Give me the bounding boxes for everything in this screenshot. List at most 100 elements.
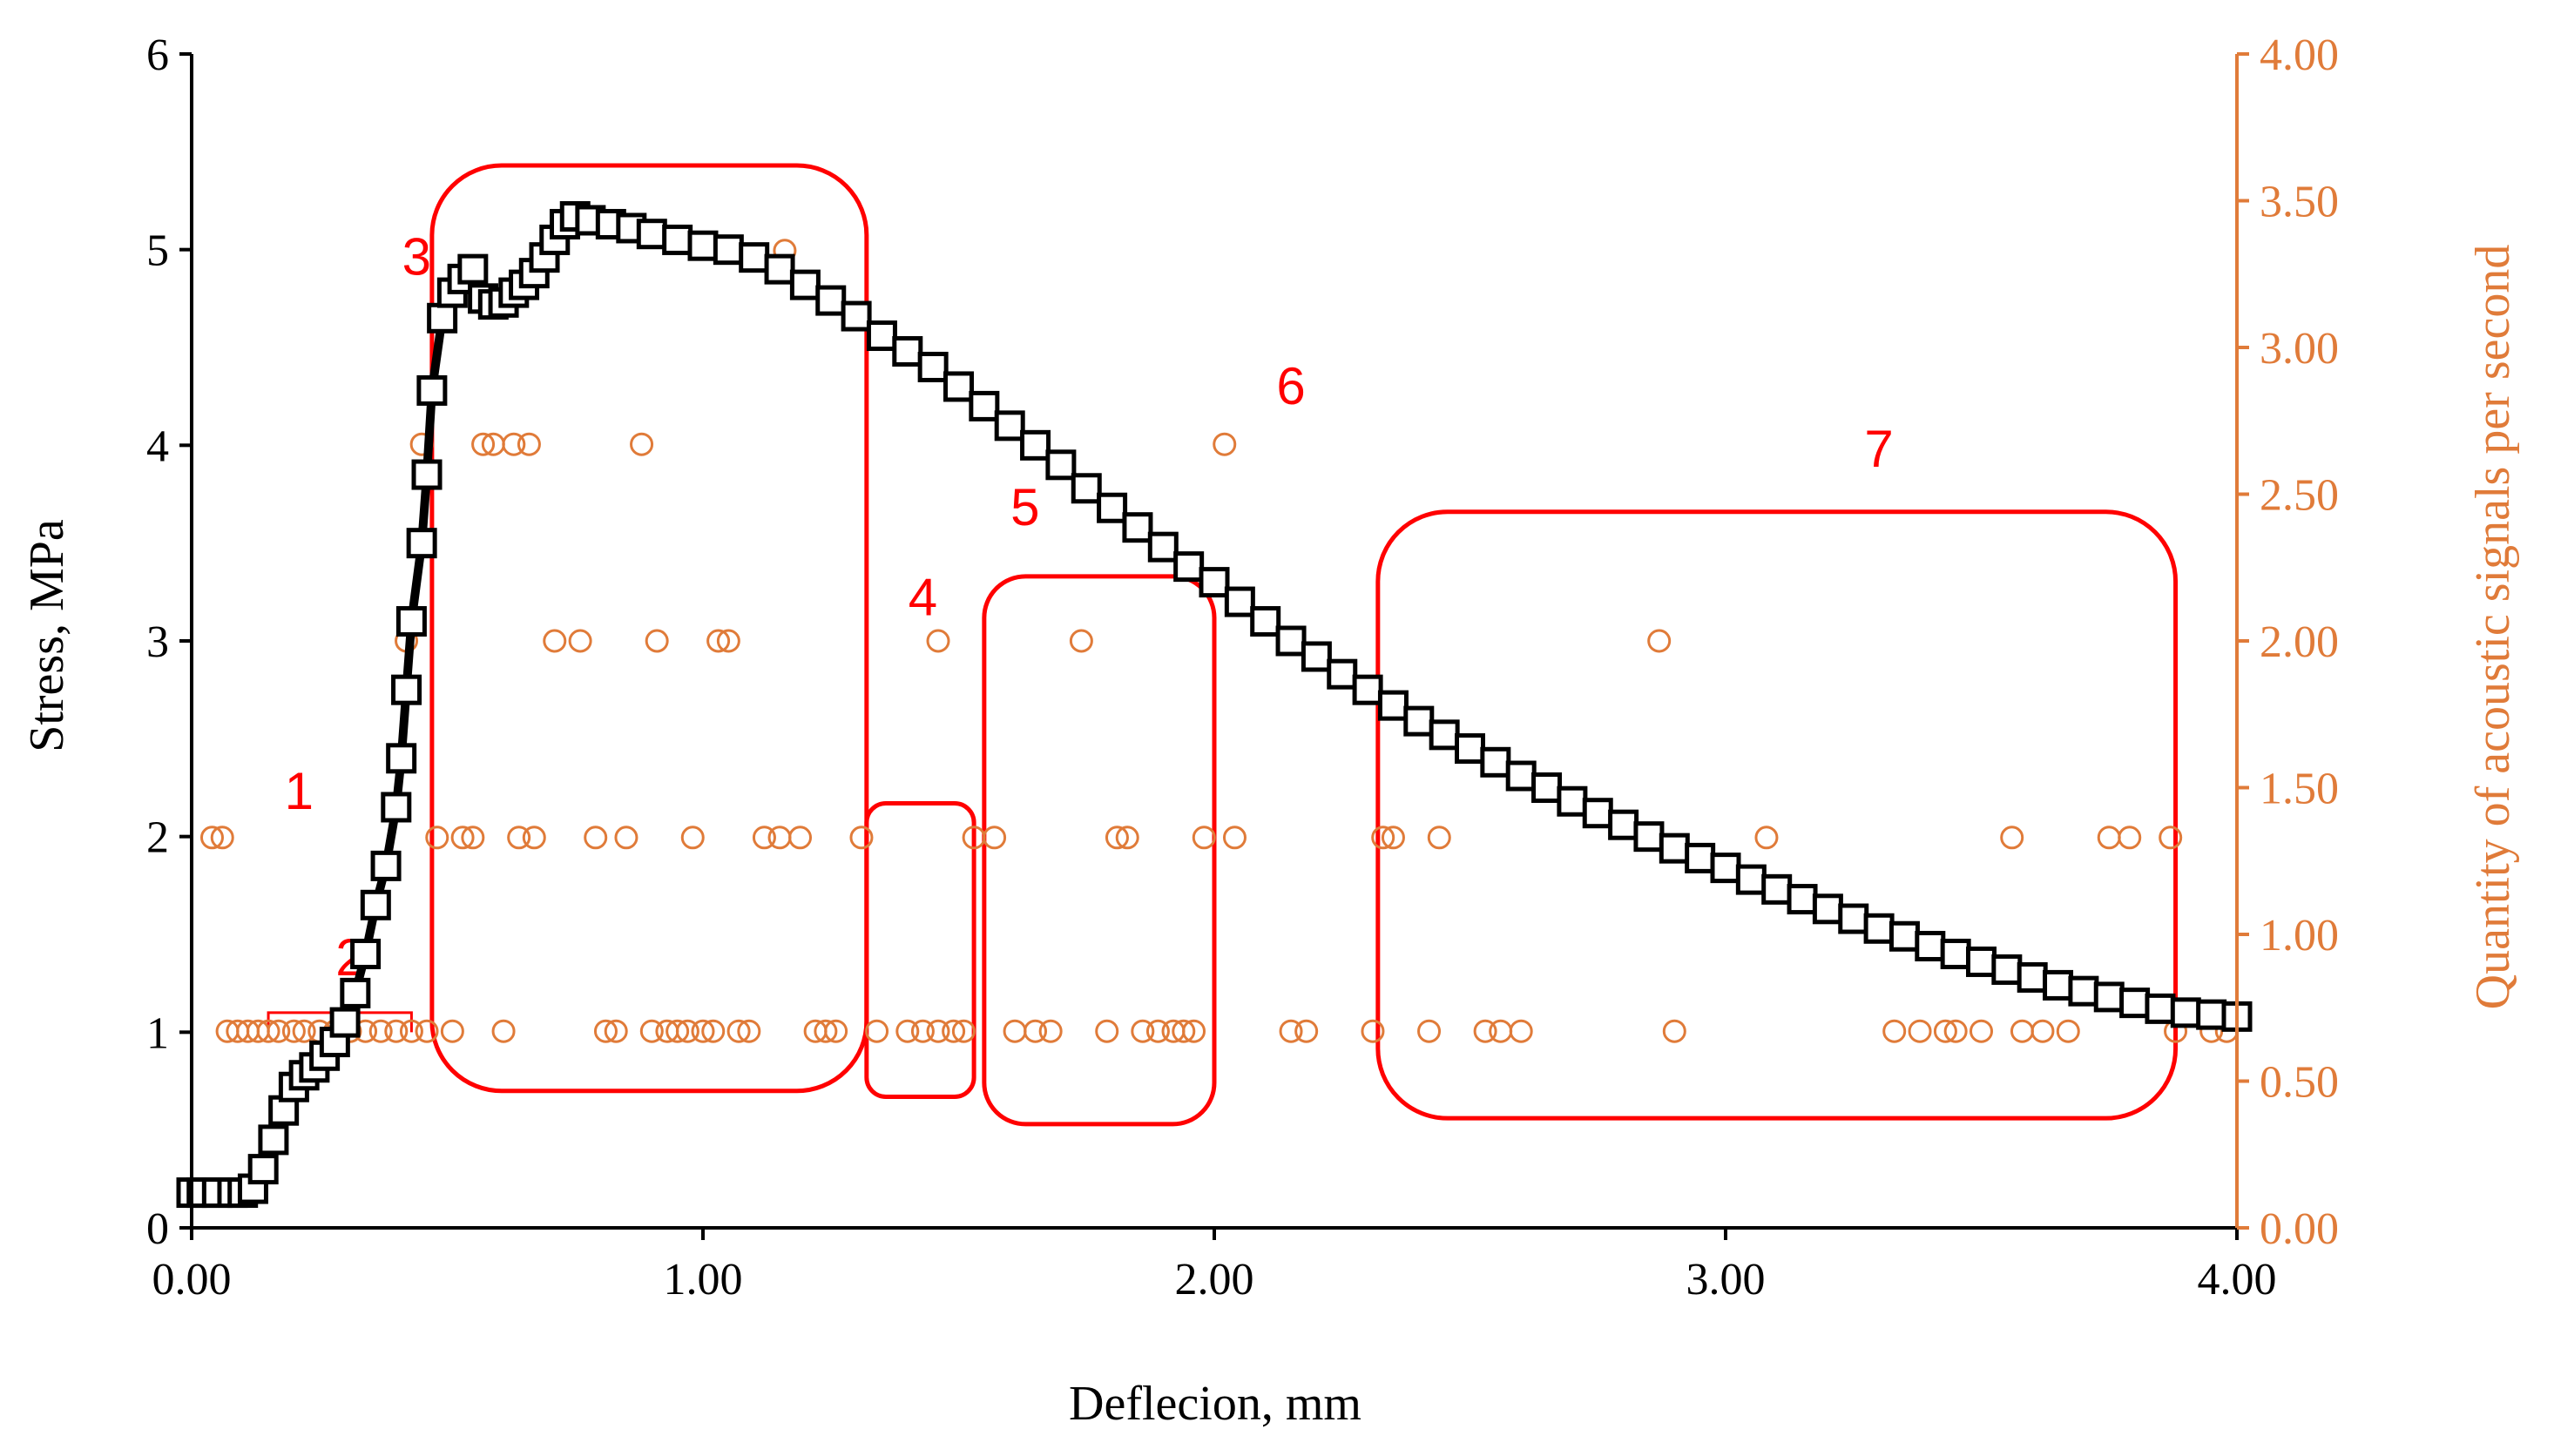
stress-point bbox=[1505, 760, 1537, 792]
acoustic-point bbox=[1381, 826, 1405, 850]
acoustic-point bbox=[507, 826, 531, 850]
y-right-tick-label: 0.00 bbox=[2260, 1204, 2339, 1254]
stress-point bbox=[1787, 884, 1818, 915]
acoustic-point bbox=[680, 826, 705, 850]
acoustic-point bbox=[1222, 826, 1247, 850]
acoustic-point bbox=[726, 1019, 751, 1043]
acoustic-point bbox=[691, 1019, 715, 1043]
stress-point bbox=[258, 1124, 289, 1156]
stress-point bbox=[1888, 920, 1920, 952]
acoustic-point bbox=[543, 629, 567, 653]
stress-point bbox=[1531, 772, 1563, 803]
acoustic-point bbox=[517, 432, 541, 456]
acoustic-point bbox=[425, 826, 449, 850]
zone-label: 6 bbox=[1276, 357, 1305, 415]
y-left-tick-label: 0 bbox=[146, 1204, 169, 1254]
acoustic-point bbox=[593, 1019, 618, 1043]
acoustic-point bbox=[604, 1019, 628, 1043]
acoustic-point bbox=[1038, 1019, 1063, 1043]
stress-point bbox=[1250, 606, 1281, 637]
y-left-tick-label: 1 bbox=[146, 1008, 169, 1058]
x-tick-label: 0.00 bbox=[152, 1255, 232, 1304]
acoustic-point bbox=[2159, 826, 2183, 850]
stress-point bbox=[1966, 946, 1997, 977]
stress-point bbox=[457, 253, 489, 285]
stress-point bbox=[1199, 567, 1230, 598]
acoustic-point bbox=[2030, 1019, 2055, 1043]
acoustic-point bbox=[639, 1019, 664, 1043]
acoustic-point bbox=[849, 826, 874, 850]
acoustic-point bbox=[368, 1019, 393, 1043]
acoustic-point bbox=[1933, 1019, 1957, 1043]
y-right-tick-label: 3.00 bbox=[2260, 324, 2339, 374]
stress-point bbox=[687, 230, 719, 261]
acoustic-point bbox=[1943, 1019, 1968, 1043]
acoustic-point bbox=[1427, 826, 1451, 850]
stress-point bbox=[2068, 975, 2099, 1007]
stress-point bbox=[2119, 988, 2151, 1019]
acoustic-point bbox=[716, 629, 740, 653]
acoustic-point bbox=[706, 629, 731, 653]
acoustic-point bbox=[630, 432, 654, 456]
stress-point bbox=[1480, 746, 1511, 778]
acoustic-point bbox=[1131, 1019, 1155, 1043]
stress-point bbox=[2196, 999, 2227, 1030]
stress-point bbox=[1940, 938, 1971, 969]
acoustic-point bbox=[951, 1019, 976, 1043]
stress-point bbox=[381, 792, 412, 823]
acoustic-point bbox=[1003, 1019, 1027, 1043]
acoustic-point bbox=[614, 826, 638, 850]
acoustic-point bbox=[1095, 1019, 1119, 1043]
stress-point bbox=[841, 300, 872, 332]
acoustic-point bbox=[2056, 1019, 2080, 1043]
acoustic-point bbox=[1105, 826, 1129, 850]
zone-box bbox=[982, 574, 1217, 1127]
acoustic-point bbox=[399, 1019, 423, 1043]
stress-point bbox=[1455, 733, 1485, 765]
acoustic-point bbox=[415, 1019, 439, 1043]
acoustic-point bbox=[1908, 1019, 1932, 1043]
y-axis-title-left: Stress, MPa bbox=[20, 519, 74, 752]
stress-point bbox=[1147, 531, 1179, 563]
stress-point bbox=[416, 374, 448, 406]
stress-point bbox=[1327, 658, 1358, 690]
acoustic-point bbox=[461, 826, 485, 850]
acoustic-point bbox=[926, 1019, 950, 1043]
stress-point bbox=[2170, 997, 2201, 1028]
y-right-tick-label: 1.50 bbox=[2260, 765, 2339, 814]
stress-point bbox=[395, 606, 427, 637]
acoustic-point bbox=[1361, 1019, 1385, 1043]
y-axis-title-right: Quantity of acoustic signals per second bbox=[2466, 245, 2520, 1010]
acoustic-point bbox=[1647, 629, 1672, 653]
stress-point bbox=[1097, 492, 1128, 523]
acoustic-point bbox=[1489, 1019, 1513, 1043]
acoustic-point bbox=[491, 1019, 516, 1043]
acoustic-point bbox=[522, 826, 546, 850]
stress-point bbox=[2093, 981, 2125, 1013]
y-right-tick-label: 2.50 bbox=[2260, 471, 2339, 521]
stress-point bbox=[1557, 785, 1588, 817]
stress-point bbox=[1020, 429, 1051, 461]
y-right-tick-label: 0.50 bbox=[2260, 1058, 2339, 1108]
acoustic-point bbox=[2000, 826, 2024, 850]
acoustic-point bbox=[1115, 826, 1139, 850]
x-axis-title: Deflecion, mm bbox=[1069, 1377, 1361, 1431]
stress-point bbox=[1429, 719, 1460, 751]
stress-point bbox=[1173, 551, 1205, 583]
acoustic-point bbox=[256, 1019, 280, 1043]
acoustic-point bbox=[1279, 1019, 1303, 1043]
x-tick-label: 3.00 bbox=[1686, 1255, 1766, 1304]
acoustic-point bbox=[701, 1019, 726, 1043]
acoustic-point bbox=[645, 629, 669, 653]
acoustic-point bbox=[2118, 826, 2142, 850]
stress-point bbox=[1301, 641, 1332, 672]
x-tick-label: 4.00 bbox=[2198, 1255, 2277, 1304]
stress-point bbox=[1071, 473, 1102, 504]
stress-point bbox=[1403, 705, 1435, 737]
acoustic-point bbox=[1754, 826, 1779, 850]
acoustic-point bbox=[2097, 826, 2121, 850]
acoustic-point bbox=[1371, 826, 1395, 850]
stress-point bbox=[1812, 893, 1843, 925]
stress-point bbox=[340, 977, 371, 1008]
